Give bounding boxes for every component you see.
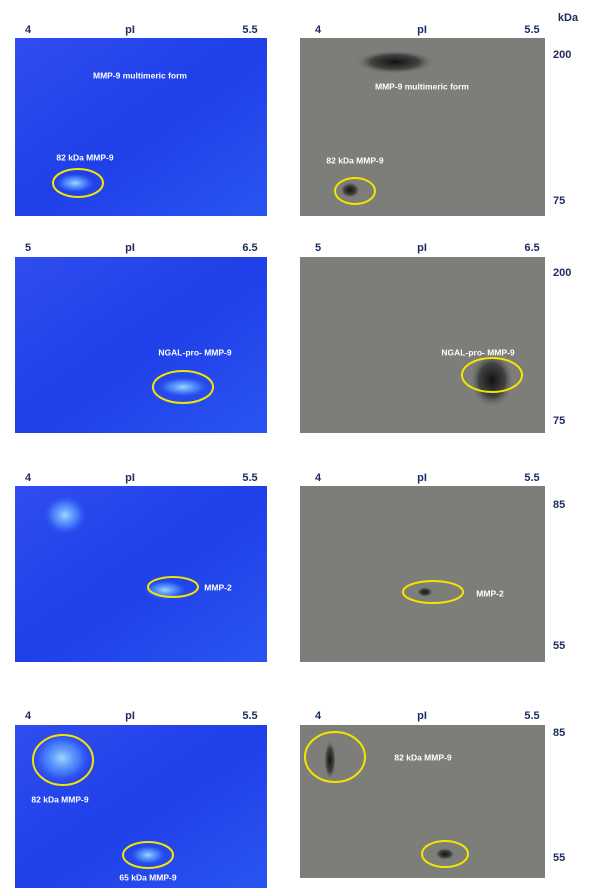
ph-label: pI: [417, 24, 427, 36]
stained-gel: [15, 38, 267, 216]
ph-label: 4: [315, 24, 322, 36]
mw-label: 55: [553, 852, 565, 864]
ph-label: 5.5: [524, 710, 539, 722]
stained-gel: [15, 257, 267, 433]
spot: [340, 182, 360, 198]
ph-label: 5.5: [524, 24, 539, 36]
ph-label: 4: [25, 710, 32, 722]
figure: kDa 4 pI 5.5 MMP-9 multimeric form 82 kDa MM…: [0, 0, 597, 894]
ph-label: pI: [125, 472, 135, 484]
ph-label: pI: [125, 242, 135, 254]
ph-label: pI: [417, 472, 427, 484]
spot: [355, 50, 435, 74]
ph-label: 4: [25, 24, 32, 36]
spot: [417, 587, 433, 597]
spot: [130, 845, 166, 865]
mw-label: 200: [553, 49, 571, 61]
spot-label: MMP-2: [204, 582, 232, 592]
spot-label: NGAL-pro- MMP-9: [441, 347, 514, 357]
mw-label: 75: [553, 415, 565, 427]
spot-label: 82 kDa MMP-9: [31, 794, 88, 804]
mw-label: 85: [553, 499, 565, 511]
spot: [55, 173, 95, 193]
kda-label: kDa: [558, 12, 579, 24]
ph-label: 6.5: [242, 242, 257, 254]
spot-label: NGAL-pro- MMP-9: [158, 347, 231, 357]
ph-label: 5.5: [242, 472, 257, 484]
ph-label: pI: [417, 242, 427, 254]
spot-label: 65 kDa MMP-9: [119, 872, 176, 882]
zymogram: [300, 486, 545, 662]
spot: [157, 377, 209, 397]
spot-label: 82 kDa MMP-9: [394, 752, 451, 762]
ph-label: 5.5: [524, 472, 539, 484]
ph-label: pI: [125, 24, 135, 36]
ph-label: 4: [315, 472, 322, 484]
spot-label: 65 kDa MMP-9: [439, 880, 496, 890]
ph-label: 5.5: [242, 710, 257, 722]
zymogram: [300, 257, 545, 433]
spot: [324, 740, 336, 780]
panels: 4 pI 5.5 MMP-9 multimeric form 82 kDa MMP-9 4…: [15, 24, 571, 890]
spot-label: MMP-2: [476, 588, 504, 598]
spot-label: MMP-9 multimeric form: [93, 70, 187, 80]
spot: [435, 848, 455, 860]
mw-label: 55: [553, 640, 565, 652]
spot-label: 82 kDa MMP-9: [326, 155, 383, 165]
mw-label: 200: [553, 267, 571, 279]
ph-label: pI: [417, 710, 427, 722]
spot-label: 82 kDa MMP-9: [56, 152, 113, 162]
ph-label: 5.5: [242, 24, 257, 36]
ph-label: 6.5: [524, 242, 539, 254]
mw-label: 85: [553, 727, 565, 739]
mw-label: 75: [553, 195, 565, 207]
spot: [43, 495, 87, 535]
ph-label: pI: [125, 710, 135, 722]
ph-label: 5: [25, 242, 31, 254]
ph-label: 4: [25, 472, 32, 484]
spot-label: MMP-9 multimeric form: [375, 81, 469, 91]
ph-label: 5: [315, 242, 321, 254]
ph-label: 4: [315, 710, 322, 722]
